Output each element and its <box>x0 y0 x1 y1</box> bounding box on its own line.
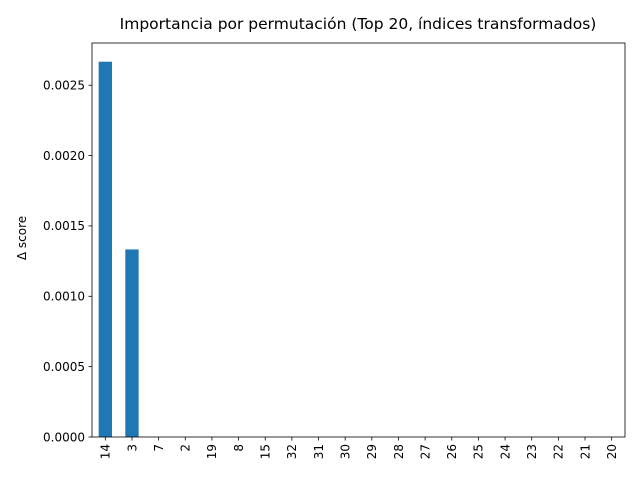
x-tick-label: 24 <box>498 444 512 459</box>
x-tick-label: 20 <box>605 444 619 459</box>
chart-title: Importancia por permutación (Top 20, índ… <box>120 15 597 33</box>
x-tick-label: 19 <box>205 444 219 459</box>
x-tick-label: 26 <box>445 444 459 459</box>
y-tick-label: 0.0000 <box>43 430 85 444</box>
y-axis-label: Δ score <box>15 216 29 260</box>
x-tick-label: 30 <box>338 444 352 459</box>
y-tick-label: 0.0010 <box>43 290 85 304</box>
x-tick-label: 25 <box>472 444 486 459</box>
x-tick-label: 14 <box>99 444 113 459</box>
bar-3 <box>125 249 139 437</box>
x-tick-label: 3 <box>125 444 139 452</box>
x-tick-label: 8 <box>232 444 246 452</box>
x-tick-label: 23 <box>525 444 539 459</box>
x-tick-label: 29 <box>365 444 379 459</box>
y-tick-label: 0.0015 <box>43 219 85 233</box>
x-tick-label: 2 <box>179 444 193 452</box>
bar-14 <box>98 61 112 438</box>
y-tick-label: 0.0025 <box>43 79 85 93</box>
x-axis: 14 3 7 2 19 8 15 32 31 30 29 28 27 26 25 24 23 22 21 20 <box>99 437 619 459</box>
plot-frame <box>91 42 626 438</box>
x-tick-label: 21 <box>578 444 592 459</box>
x-tick-label: 28 <box>392 444 406 459</box>
x-tick-label: 32 <box>285 444 299 459</box>
y-tick-label: 0.0020 <box>43 149 85 163</box>
x-tick-label: 31 <box>312 444 326 459</box>
x-tick-label: 27 <box>418 444 432 459</box>
y-axis: 0.0000 0.0005 0.0010 0.0015 0.0020 0.0025 <box>43 79 92 444</box>
y-tick-label: 0.0005 <box>43 360 85 374</box>
x-tick-label: 7 <box>152 444 166 452</box>
x-tick-label: 15 <box>259 444 273 459</box>
bars <box>98 61 139 438</box>
x-tick-label: 22 <box>552 444 566 459</box>
